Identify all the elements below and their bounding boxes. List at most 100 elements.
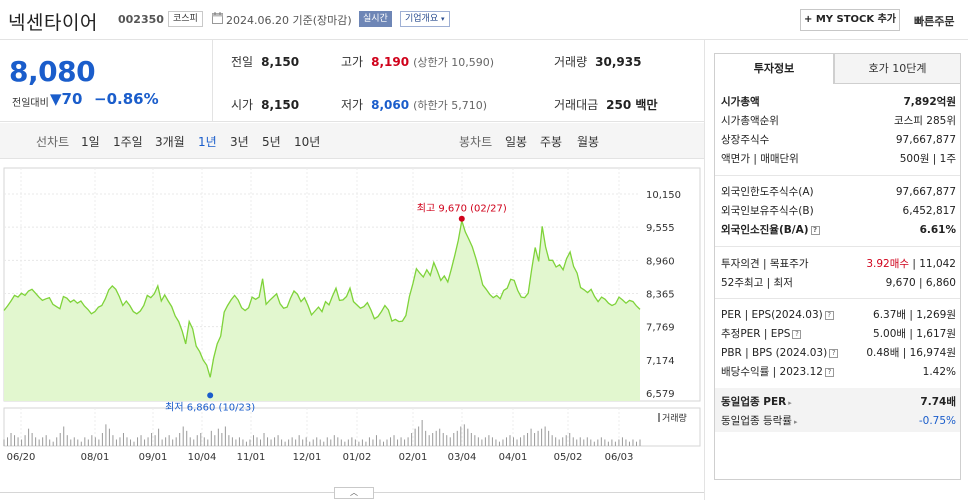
pbr-value: 0.48배 | 16,974원 <box>866 347 956 359</box>
x-tick-label: 09/01 <box>139 452 168 463</box>
opinion-label: 투자의견 | 목표주가 <box>721 258 809 270</box>
help-icon[interactable]: ? <box>810 226 820 235</box>
high-price: 고가 8,190 (상한가 10,590) <box>341 53 494 70</box>
per-row: PER | EPS(2024.03)? 6.37배 | 1,269원 <box>721 306 956 324</box>
upper-limit: (상한가 10,590) <box>413 56 494 69</box>
chevron-down-icon: ▾ <box>441 15 445 23</box>
low-point-marker <box>207 392 214 399</box>
chevron-right-icon: ▸ <box>788 399 792 407</box>
y-tick-label: 8,960 <box>646 256 675 267</box>
quote-summary: 8,080 전일대비 ▼70 −0.86% 전일 8,150 고가 8,190 (상한… <box>0 40 704 122</box>
high-point-marker <box>458 215 465 222</box>
industry-per-row: 동일업종 PER ▸ 7.74배 <box>721 393 956 411</box>
market-cap-value: 7,892억원 <box>903 96 956 108</box>
trade-amount: 거래대금 250 백만 <box>554 96 657 113</box>
industry-rate-value: -0.75% <box>918 415 956 427</box>
investment-info-table: 시가총액 7,892억원 시가총액순위 코스피 285위 상장주식수 97,66… <box>714 84 961 480</box>
opinion-rating: 3.92매수 <box>866 258 910 270</box>
y-tick-label: 10,150 <box>646 190 681 201</box>
price-chart[interactable]: 10,150 9,555 8,960 8,365 7,769 7,174 6,579 06/2… <box>0 160 704 490</box>
candle-chart-label: 봉차트 <box>459 135 493 149</box>
tab-10y[interactable]: 10년 <box>294 135 321 149</box>
market-cap-rank-value: 코스피 285위 <box>893 115 956 127</box>
target-price: 11,042 <box>919 258 956 270</box>
volume-value: 30,935 <box>595 55 642 69</box>
x-tick-label: 03/04 <box>448 452 477 463</box>
add-my-stock-button[interactable]: + MY STOCK 추가 <box>800 9 900 31</box>
par-value-label: 액면가 | 매매단위 <box>721 153 799 165</box>
industry-section <box>715 388 960 432</box>
divider <box>715 175 960 176</box>
est-per-row: 추정PER | EPS? 5.00배 | 1,617원 <box>721 325 956 343</box>
help-icon[interactable]: ? <box>824 368 834 377</box>
chart-period-tabs: 선차트 1일 1주일 3개월 1년 3년 5년 10년 봉차트 일봉 주봉 월봉 <box>0 123 704 159</box>
volume-legend-label: 거래량 <box>662 412 687 424</box>
open-value: 8,150 <box>261 98 300 112</box>
foreign-holding-row: 외국인보유주식수(B) 6,452,817 <box>721 202 956 220</box>
tab-5y[interactable]: 5년 <box>262 135 281 149</box>
volume: 거래량 30,935 <box>554 53 641 70</box>
x-tick-label: 06/20 <box>7 452 36 463</box>
tab-1y[interactable]: 1년 <box>198 135 217 149</box>
tab-3m[interactable]: 3개월 <box>155 135 185 149</box>
price-area <box>4 220 640 401</box>
tab-1d[interactable]: 1일 <box>81 135 100 149</box>
tab-1w[interactable]: 1주일 <box>113 135 143 149</box>
foreign-limit-value: 97,667,877 <box>895 186 956 198</box>
realtime-badge[interactable]: 실시간 <box>359 11 392 27</box>
dividend-value: 1.42% <box>922 366 956 378</box>
per-label: PER | EPS(2024.03)? <box>721 306 834 324</box>
52week-row: 52주최고 | 최저 9,670 | 6,860 <box>721 274 956 292</box>
chart-collapse-button[interactable]: ︿ <box>334 487 374 499</box>
y-tick-label: 6,579 <box>646 389 675 400</box>
help-icon[interactable]: ? <box>829 349 839 358</box>
quick-order-button[interactable]: 빠른주문 <box>914 15 955 28</box>
prev-close-value: 8,150 <box>261 55 300 69</box>
foreign-limit-row: 외국인한도주식수(A) 97,667,877 <box>721 183 956 201</box>
company-info-dropdown[interactable]: 기업개요 ▾ <box>400 11 450 27</box>
par-value-row: 액면가 | 매매단위 500원 | 1주 <box>721 150 956 168</box>
divider <box>715 298 960 299</box>
volume-legend-icon <box>658 413 660 422</box>
y-tick-label: 7,769 <box>646 323 675 334</box>
tab-daily[interactable]: 일봉 <box>505 135 528 149</box>
y-tick-label: 8,365 <box>646 290 675 301</box>
opinion-row: 투자의견 | 목표주가 3.92매수 | 11,042 <box>721 255 956 273</box>
help-icon[interactable]: ? <box>824 311 834 320</box>
change-label: 전일대비 <box>12 98 49 109</box>
line-chart-label: 선차트 <box>36 135 70 149</box>
trade-amount-value: 250 백만 <box>606 98 658 112</box>
foreign-ratio-label: 외국인소진율(B/A)? <box>721 221 820 239</box>
volume-label: 거래량 <box>554 55 588 69</box>
tab-investment-info[interactable]: 투자정보 <box>714 53 834 84</box>
high-label: 고가 <box>341 55 364 69</box>
calendar-icon <box>212 12 223 24</box>
pbr-row: PBR | BPS (2024.03)? 0.48배 | 16,974원 <box>721 344 956 362</box>
dividend-label: 배당수익률 | 2023.12? <box>721 363 834 381</box>
per-value: 6.37배 | 1,269원 <box>873 309 956 321</box>
open-price: 시가 8,150 <box>231 96 299 113</box>
investment-info-panel: 투자정보 호가 10단계 시가총액 7,892억원 시가총액순위 코스피 285… <box>704 40 968 500</box>
low-value: 8,060 <box>371 98 410 112</box>
tab-3y[interactable]: 3년 <box>230 135 249 149</box>
market-cap-rank-row: 시가총액순위 코스피 285위 <box>721 112 956 130</box>
tab-monthly[interactable]: 월봉 <box>577 135 600 149</box>
help-icon[interactable]: ? <box>792 330 802 339</box>
par-value-value: 500원 | 1주 <box>899 153 956 165</box>
y-tick-label: 9,555 <box>646 223 675 234</box>
foreign-holding-label: 외국인보유주식수(B) <box>721 205 814 217</box>
listed-shares-value: 97,667,877 <box>895 134 956 146</box>
lower-limit: (하한가 5,710) <box>413 99 487 112</box>
y-tick-label: 7,174 <box>646 356 675 367</box>
industry-rate-label[interactable]: 동일업종 등락률 ▸ <box>721 415 798 427</box>
price-change: ▼70 <box>50 90 83 108</box>
high-value: 8,190 <box>371 55 410 69</box>
tab-order-book[interactable]: 호가 10단계 <box>834 53 961 84</box>
industry-per-label[interactable]: 동일업종 PER ▸ <box>721 396 792 408</box>
stock-code: 002350 <box>118 13 164 26</box>
x-tick-label: 05/02 <box>554 452 583 463</box>
foreign-ratio-row: 외국인소진율(B/A)? 6.61% <box>721 221 956 239</box>
tab-weekly[interactable]: 주봉 <box>540 135 563 149</box>
industry-per-value: 7.74배 <box>920 396 956 408</box>
market-badge: 코스피 <box>168 11 203 27</box>
